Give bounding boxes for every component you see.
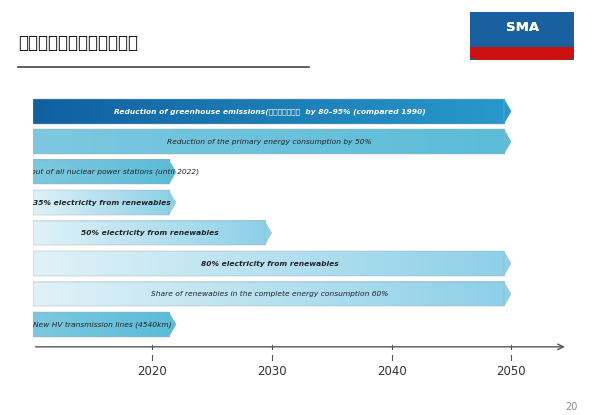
Bar bbox=[33, 312, 169, 337]
Bar bbox=[33, 129, 504, 154]
Text: 2050: 2050 bbox=[497, 365, 526, 378]
Text: 2040: 2040 bbox=[377, 365, 406, 378]
Polygon shape bbox=[504, 282, 511, 306]
Text: Reduction of greenhouse emissions(温室効果ガス）  by 80–95% (compared 1990): Reduction of greenhouse emissions(温室効果ガス… bbox=[114, 108, 425, 115]
Polygon shape bbox=[504, 251, 511, 276]
Text: 50% electricity from renewables: 50% electricity from renewables bbox=[81, 230, 219, 236]
Bar bbox=[470, 12, 574, 47]
Text: Reduction of the primary energy consumption by 50%: Reduction of the primary energy consumpt… bbox=[167, 139, 372, 145]
Bar bbox=[33, 99, 504, 124]
Bar bbox=[33, 160, 169, 184]
Text: Phase-out of all nuclear power stations (until 2022): Phase-out of all nuclear power stations … bbox=[5, 169, 199, 176]
Text: 2020: 2020 bbox=[137, 365, 167, 378]
Polygon shape bbox=[504, 129, 511, 154]
Bar bbox=[33, 221, 265, 245]
Bar bbox=[33, 251, 504, 276]
Text: 20: 20 bbox=[565, 402, 577, 412]
Ellipse shape bbox=[462, 39, 582, 64]
Text: 80% electricity from renewables: 80% electricity from renewables bbox=[201, 261, 339, 266]
Polygon shape bbox=[504, 99, 511, 124]
Polygon shape bbox=[169, 160, 176, 184]
Polygon shape bbox=[169, 312, 176, 337]
Text: New HV transmission lines (4540km): New HV transmission lines (4540km) bbox=[33, 321, 171, 328]
Text: 35% electricity from renewables: 35% electricity from renewables bbox=[33, 200, 171, 206]
Text: Share of renewables in the complete energy consumption 60%: Share of renewables in the complete ener… bbox=[151, 291, 388, 297]
Text: SMA: SMA bbox=[506, 21, 538, 34]
Polygon shape bbox=[265, 221, 272, 245]
Text: 2030: 2030 bbox=[257, 365, 287, 378]
Text: SMA: SMA bbox=[506, 21, 538, 34]
Polygon shape bbox=[169, 190, 176, 215]
Bar bbox=[33, 190, 169, 215]
FancyBboxPatch shape bbox=[465, 10, 580, 63]
Text: ドイツの電力インフラ計画: ドイツの電力インフラ計画 bbox=[18, 34, 138, 52]
Bar bbox=[33, 282, 504, 306]
